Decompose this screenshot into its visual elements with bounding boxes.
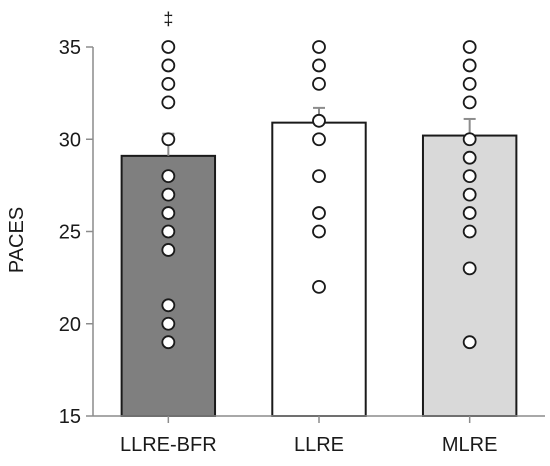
- data-point-mlre: [462, 77, 477, 91]
- y-tick-label: 30: [59, 129, 81, 151]
- y-tick-label: 20: [59, 314, 81, 336]
- data-point-mlre: [462, 40, 477, 54]
- axes-layer: [86, 46, 545, 423]
- data-point-llre: [312, 77, 326, 91]
- data-point-mlre: [462, 335, 477, 350]
- data-point-mlre: [462, 58, 477, 73]
- x-tick-label-llre-bfr: LLRE-BFR: [120, 434, 217, 456]
- data-point-mlre: [462, 224, 477, 239]
- data-point-mlre: [462, 150, 477, 165]
- data-point-llre: [312, 132, 326, 147]
- data-point-llre: [312, 169, 326, 184]
- data-point-llre-bfr: [161, 298, 176, 313]
- x-tick-label-llre: LLRE: [294, 434, 344, 456]
- data-point-llre-bfr: [161, 77, 176, 91]
- data-point-llre-bfr: [161, 243, 176, 257]
- data-point-llre-bfr: [161, 58, 176, 73]
- y-tick-label: 35: [59, 37, 81, 59]
- data-point-mlre: [462, 261, 477, 276]
- bar-llre: [271, 121, 367, 418]
- y-axis-title: PACES: [6, 207, 28, 273]
- data-point-llre-bfr: [161, 316, 176, 331]
- data-point-mlre: [462, 187, 477, 202]
- data-point-mlre: [462, 132, 477, 147]
- data-point-llre-bfr: [161, 132, 176, 147]
- individual-points-layer: [161, 40, 477, 350]
- data-point-llre: [312, 58, 326, 73]
- data-point-llre-bfr: [161, 187, 176, 202]
- data-point-llre: [312, 40, 326, 54]
- y-tick-label: 25: [59, 222, 81, 244]
- data-point-llre: [312, 279, 326, 294]
- data-point-llre-bfr: [161, 206, 176, 220]
- data-point-llre: [312, 224, 326, 239]
- data-point-llre: [312, 206, 326, 220]
- data-point-llre-bfr: [161, 169, 176, 184]
- data-point-llre-bfr: [161, 40, 176, 54]
- data-point-mlre: [462, 169, 477, 184]
- data-point-mlre: [462, 95, 477, 110]
- y-tick-label: 15: [59, 406, 81, 428]
- x-tick-label-mlre: MLRE: [442, 434, 498, 456]
- data-point-llre-bfr: [161, 335, 176, 350]
- data-point-llre: [312, 113, 326, 128]
- data-point-llre-bfr: [161, 224, 176, 239]
- significance-marker: ‡: [163, 9, 173, 29]
- data-point-mlre: [462, 206, 477, 220]
- data-point-llre-bfr: [161, 95, 176, 110]
- labels-layer: LLRE-BFR LLRE MLRE ‡ 15 20 25 30 35: [59, 9, 498, 456]
- bars-layer: [120, 121, 518, 418]
